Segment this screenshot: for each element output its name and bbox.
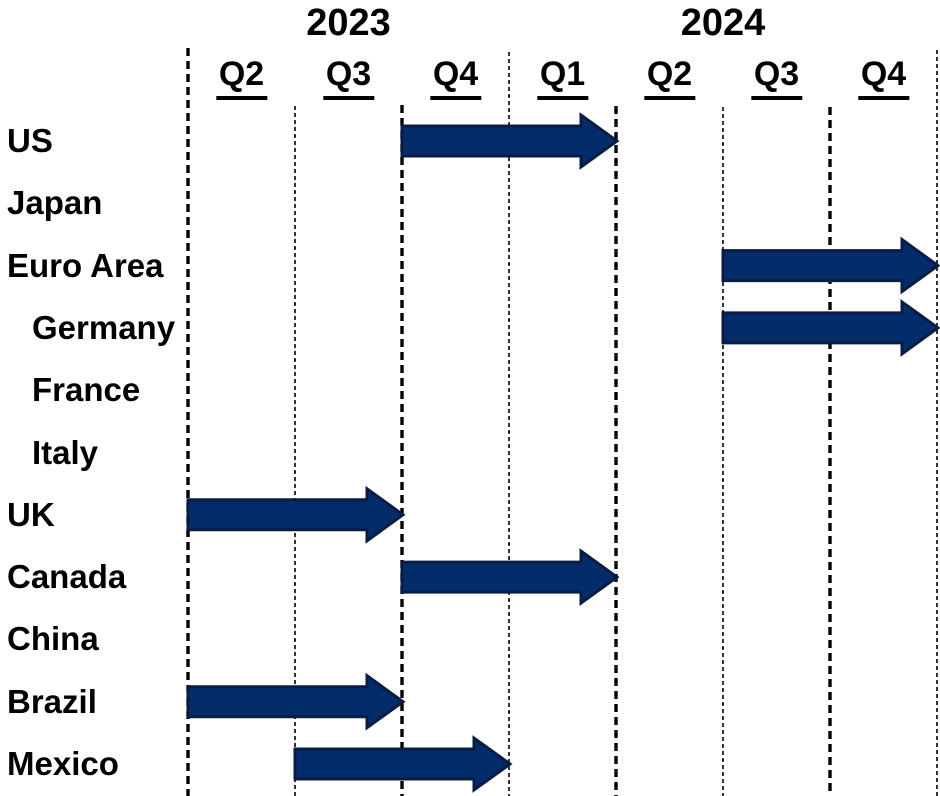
year-label-2023: 2023 — [306, 2, 391, 44]
timeline-arrow-mexico — [293, 735, 513, 793]
row-label-us: US — [7, 122, 53, 159]
row-label-germany: Germany — [32, 308, 176, 346]
row-label-italy: Italy — [32, 433, 99, 471]
row-label-mexico: Mexico — [7, 745, 119, 782]
timeline-arrow-germany — [721, 298, 940, 357]
row-label-euro-area: Euro Area — [7, 246, 164, 284]
quarter-label-2023-q4: Q4 — [429, 57, 482, 100]
row-label-brazil: Brazil — [7, 682, 97, 720]
year-label-2024: 2024 — [680, 2, 766, 44]
row-label-china: China — [7, 620, 99, 658]
quarter-label-2023-q3: Q3 — [322, 57, 375, 100]
quarter-label-2023-q2: Q2 — [215, 57, 268, 100]
row-label-japan: Japan — [7, 184, 103, 222]
quarter-label-2024-q2: Q2 — [643, 57, 696, 100]
quarter-label-2024-q4: Q4 — [857, 57, 910, 100]
timeline-arrow-uk — [186, 485, 406, 544]
row-label-france: France — [32, 371, 141, 409]
quarter-label-2024-q1: Q1 — [536, 57, 589, 100]
timeline-arrow-euro-area — [721, 236, 940, 295]
timeline-arrow-us — [400, 112, 620, 170]
row-label-canada: Canada — [7, 558, 127, 596]
quarter-label-2024-q3: Q3 — [750, 57, 803, 100]
timeline-arrow-brazil — [186, 672, 406, 731]
timeline-arrow-canada — [400, 548, 620, 607]
row-label-uk: UK — [7, 495, 55, 533]
